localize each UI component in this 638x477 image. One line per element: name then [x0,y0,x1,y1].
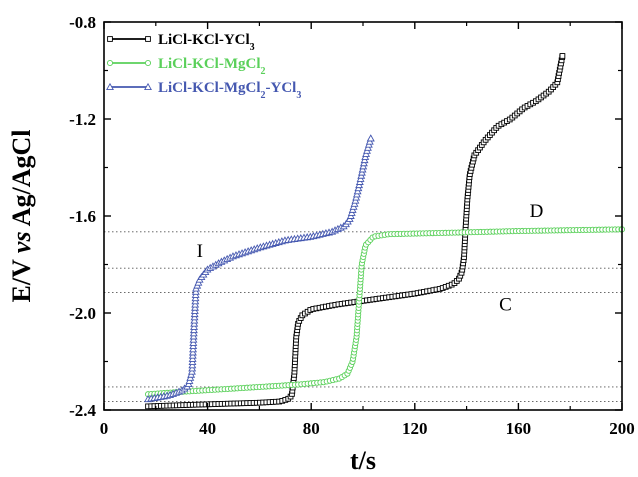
x-tick-label: 80 [303,419,320,438]
y-tick-label: -1.2 [69,110,96,129]
legend-subscript: 2 [261,66,266,77]
legend-marker [106,59,114,67]
legend-text: LiCl-KCl-MgCl [158,80,261,96]
y-axis-title-part-b: vs [7,231,36,253]
y-axis-title-part-a: E/V [7,253,36,302]
legend-text: -YCl [266,80,297,96]
series-layer [144,53,626,410]
legend-marker [107,36,113,42]
series-marker [559,53,566,59]
legend-label: LiCl-KCl-MgCl2 [158,56,266,77]
y-axis-title: E/V vs Ag/AgCl [7,130,36,303]
legend-label: LiCl-KCl-YCl3 [158,32,255,53]
x-tick-label: 160 [506,419,532,438]
annotations: I D C [197,201,544,315]
legend-subscript: 2 [261,90,266,101]
legend-item: LiCl-KCl-YCl3 [107,32,255,53]
legend-subscript: 3 [296,90,301,101]
series-1 [145,53,566,410]
axis-ticks [103,21,623,411]
x-tick-label: 120 [402,419,428,438]
series-marker [366,134,375,142]
y-tick-label: -2.0 [69,304,96,323]
y-axis-title-part-c: Ag/AgCl [7,130,36,232]
x-tick-label: 0 [100,419,109,438]
legend-item: LiCl-KCl-MgCl2-YCl3 [106,80,301,101]
y-tick-label: -1.6 [69,207,96,226]
legend-text: LiCl-KCl-MgCl [158,56,261,72]
x-axis-title: t/s [350,446,376,475]
annotation-label: D [530,201,544,222]
legend-marker [145,36,151,42]
y-tick-label: -2.4 [69,401,96,420]
legend-item: LiCl-KCl-MgCl2 [106,56,266,77]
x-tick-label: 40 [199,419,216,438]
legend-marker [144,82,152,91]
legend-text: LiCl-KCl-YCl [158,32,250,48]
series-3 [144,134,375,403]
x-tick-label: 200 [609,419,635,438]
legend: LiCl-KCl-YCl3LiCl-KCl-MgCl2LiCl-KCl-MgCl… [106,32,301,101]
legend-subscript: 3 [250,42,255,53]
annotation-label: I [197,241,203,262]
tick-labels: 0 40 80 120 160 200 -0.8 -1.2 -1.6 -2.0 -2.4 [69,13,635,438]
legend-label: LiCl-KCl-MgCl2-YCl3 [158,80,301,101]
legend-marker [106,82,114,91]
annotation-label: C [499,295,512,316]
legend-marker [144,59,152,67]
y-tick-label: -0.8 [69,13,96,32]
